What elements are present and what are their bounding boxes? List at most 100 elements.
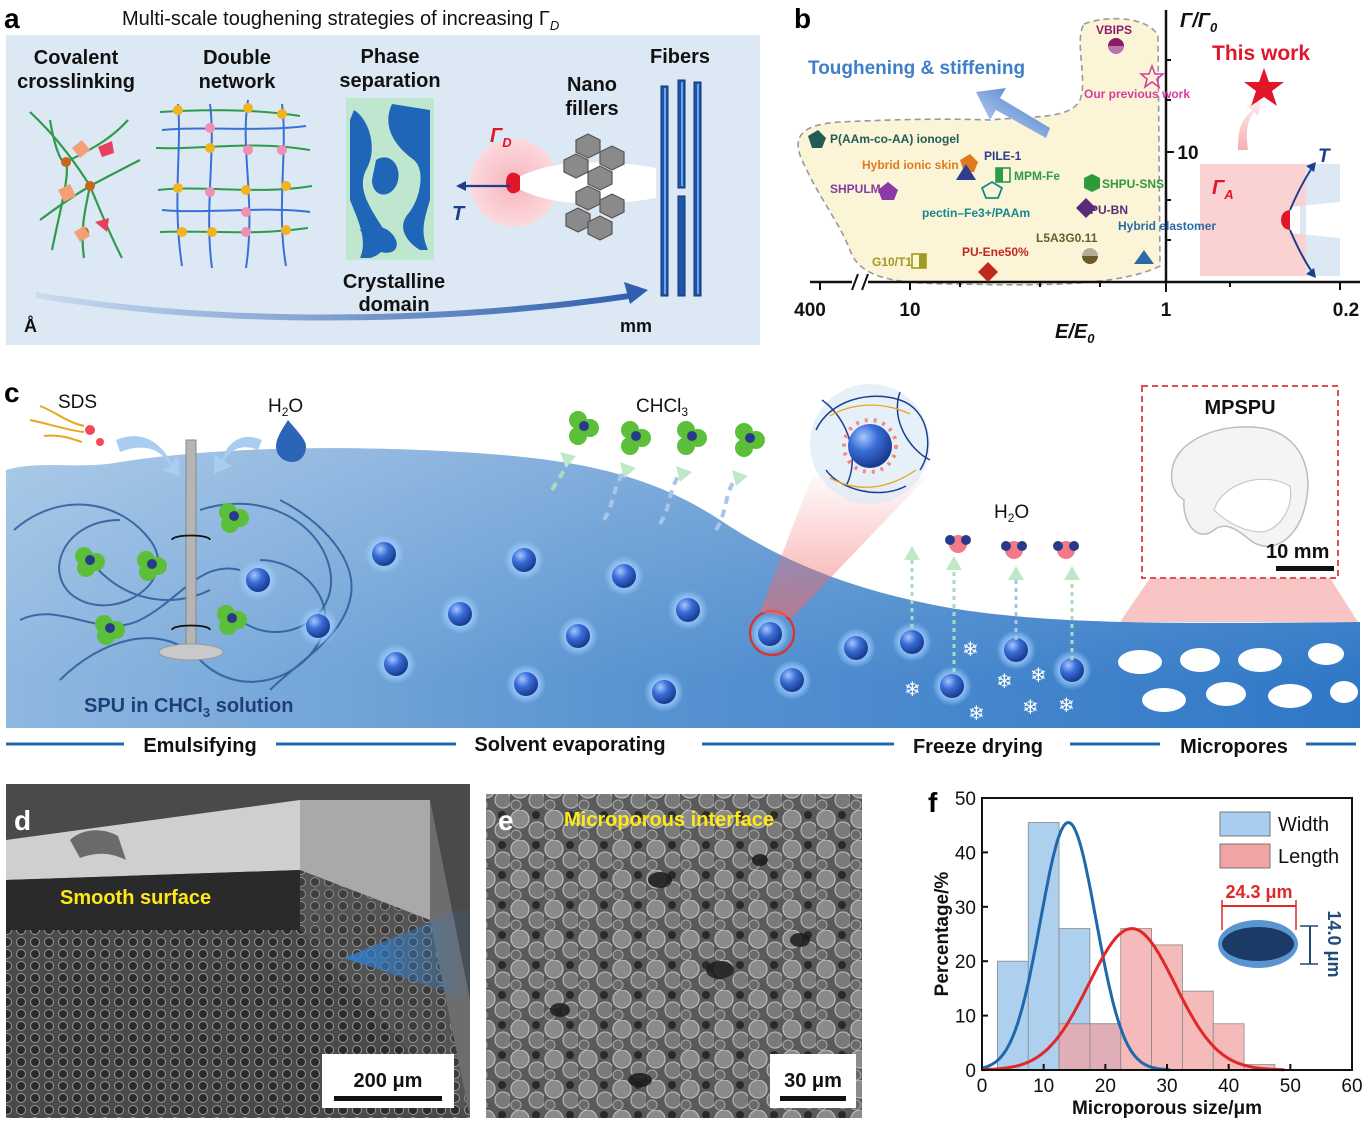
ytick-label: 10 — [955, 1007, 976, 1028]
chcl3-molecules-vapor — [569, 411, 765, 457]
label-g10-t1: G10/T1 — [872, 255, 912, 269]
polymer-sphere — [612, 564, 636, 588]
length-annotation: 24.3 μm — [1225, 882, 1292, 902]
polymer-sphere — [566, 624, 590, 648]
label-hybrid-elastomer: Hybrid elastomer — [1118, 219, 1216, 233]
width-annotation: 14.0 μm — [1324, 910, 1344, 977]
strategy-1-line1: Covalent — [34, 47, 119, 69]
bar-length-3 — [1151, 944, 1183, 1071]
label-pu-ene: PU-Ene50% — [962, 245, 1029, 259]
label-hybrid-ionic-skin: Hybrid ionic skin — [862, 158, 959, 172]
scalebar-d — [334, 1096, 442, 1101]
svg-text:❄: ❄ — [968, 703, 985, 725]
panel-c-letter: c — [4, 377, 20, 408]
crystalline-line1: Crystalline — [343, 271, 445, 293]
marker-vbips — [1108, 38, 1124, 54]
panel-a-letter: a — [4, 3, 20, 34]
scalebar-d-label: 200 μm — [354, 1070, 423, 1092]
panel-c: c SDS H2O — [4, 377, 1360, 758]
ytick-label: 30 — [955, 898, 976, 919]
snowflakes: ❄ ❄ ❄ ❄ ❄ ❄ ❄ — [904, 639, 1075, 725]
xtick-label: 40 — [1218, 1076, 1239, 1097]
strategy-2-line1: Double — [203, 47, 271, 69]
strategy-4-line1: Nano — [567, 74, 617, 96]
covalent-network-illustration — [29, 111, 141, 259]
strategy-3-line2: separation — [339, 70, 440, 92]
xtick-10: 10 — [899, 300, 920, 321]
scale-large-label: mm — [620, 316, 652, 336]
xtick-label: 10 — [1033, 1076, 1054, 1097]
xtick-label: 30 — [1156, 1076, 1177, 1097]
marker-pectin — [980, 180, 1004, 199]
label-vbips: VBIPS — [1096, 23, 1132, 37]
panel-e: e Microporous interface 30 μm — [486, 794, 862, 1118]
solution-label: SPU in CHCl3 solution — [84, 695, 293, 720]
water-arrow — [214, 436, 262, 474]
this-work-label: This work — [1212, 42, 1310, 65]
crack-tip-illustration: ΓD T — [452, 125, 656, 241]
water-drop — [276, 420, 306, 462]
xtick-label: 20 — [1095, 1076, 1116, 1097]
polymer-chains — [13, 499, 353, 691]
strategy-2-line2: network — [199, 71, 277, 93]
xtick-label: 0 — [977, 1076, 988, 1097]
ytick-label: 50 — [955, 789, 976, 810]
microporous-interface-label: Microporous interface — [564, 809, 774, 831]
marker-pile — [956, 164, 976, 180]
label-shpu-sns: SHPU-SNS — [1102, 177, 1164, 191]
sds-arrow — [116, 436, 180, 476]
polymer-sphere — [1060, 658, 1084, 682]
toughening-stiffening-label: Toughening & stiffening — [808, 58, 1025, 79]
polymer-sphere — [512, 548, 536, 572]
water-label-2: H2O — [994, 502, 1029, 525]
polymer-sphere — [758, 622, 782, 646]
legend-label-width: Width — [1278, 814, 1329, 836]
x-axis-label: Microporous size/μm — [1072, 1098, 1262, 1119]
label-previous-work: Our previous work — [1084, 87, 1190, 101]
water-label-1: H2O — [268, 396, 303, 419]
mpspu-connector — [1120, 578, 1358, 622]
ytick-10: 10 — [1177, 143, 1198, 164]
tension-label-b: T — [1318, 146, 1331, 167]
stirrer — [158, 439, 224, 661]
histogram-chart: 0 10 20 30 40 50 60 0 10 20 30 40 50 Microporous size… — [932, 789, 1363, 1119]
chcl3-label: CHCl3 — [636, 396, 688, 419]
bar-width-1 — [1027, 822, 1060, 1071]
y-axis-label: Percentage/% — [932, 872, 953, 997]
sublimation-arrows — [910, 556, 1074, 672]
panel-b: b Toughening & stiffening 400 10 1 0.2 1… — [794, 3, 1360, 346]
ytick-label: 20 — [955, 952, 976, 973]
stiffening-arrow — [976, 88, 1050, 138]
gamma-d-label: ΓD — [490, 125, 512, 150]
polymer-sphere — [372, 542, 396, 566]
mpspu-scalebar — [1276, 566, 1334, 571]
xtick-label: 60 — [1341, 1076, 1362, 1097]
bar-length-4 — [1182, 990, 1214, 1071]
scalebar-e-label: 30 μm — [784, 1070, 842, 1092]
material-region — [797, 17, 1161, 286]
water-molecules-vapor — [945, 535, 1079, 559]
mpspu-label: MPSPU — [1204, 397, 1275, 419]
crystalline-line2: domain — [358, 294, 429, 316]
micropores — [1118, 643, 1358, 712]
panel-d: d Smooth surface 200 μm — [6, 784, 470, 1118]
this-work-arrow — [1238, 100, 1262, 150]
panel-a: a Multi-scale toughening strategies of i… — [4, 3, 760, 345]
legend-swatch-width — [1219, 811, 1271, 837]
length-scale-arrow: Å mm — [24, 282, 652, 336]
svg-text:❄: ❄ — [1058, 695, 1075, 717]
marker-hybrid-elastomer — [1134, 250, 1154, 264]
label-shpulm: SHPULM — [830, 182, 881, 196]
marker-pu-ene — [978, 262, 998, 282]
mpspu-scalebar-label: 10 mm — [1266, 541, 1329, 563]
panel-a-title: Multi-scale toughening strategies of inc… — [122, 8, 559, 33]
step-emulsifying: Emulsifying — [143, 735, 256, 757]
step-micropores: Micropores — [1180, 736, 1288, 758]
panel-b-letter: b — [794, 3, 811, 34]
bar-width-0 — [997, 960, 1029, 1071]
nanofiller-hexagons — [563, 133, 625, 241]
sds-molecule — [29, 405, 104, 446]
zoomed-particle — [810, 384, 931, 504]
bar-length-2 — [1120, 928, 1152, 1071]
